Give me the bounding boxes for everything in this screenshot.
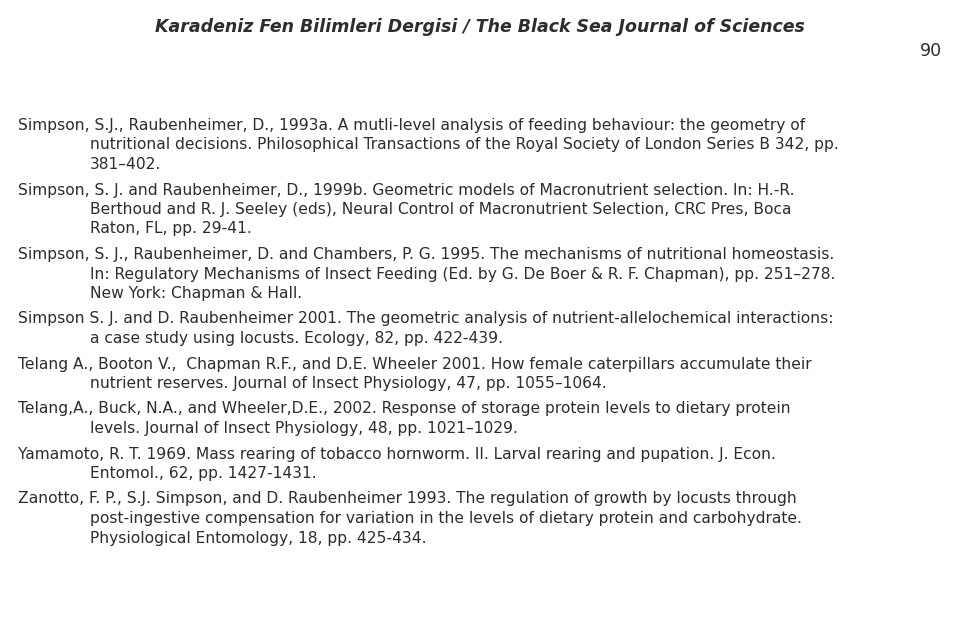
Text: nutritional decisions. Philosophical Transactions of the Royal Society of London: nutritional decisions. Philosophical Tra… <box>90 137 839 152</box>
Text: Zanotto, F. P., S.J. Simpson, and D. Raubenheimer 1993. The regulation of growth: Zanotto, F. P., S.J. Simpson, and D. Rau… <box>18 492 797 507</box>
Text: Simpson, S.J., Raubenheimer, D., 1993a. A mutli-level analysis of feeding behavi: Simpson, S.J., Raubenheimer, D., 1993a. … <box>18 118 805 133</box>
Text: 381–402.: 381–402. <box>90 157 161 172</box>
Text: Raton, FL, pp. 29-41.: Raton, FL, pp. 29-41. <box>90 222 252 236</box>
Text: Telang,A., Buck, N.A., and Wheeler,D.E., 2002. Response of storage protein level: Telang,A., Buck, N.A., and Wheeler,D.E.,… <box>18 401 791 416</box>
Text: Berthoud and R. J. Seeley (eds), Neural Control of Macronutrient Selection, CRC : Berthoud and R. J. Seeley (eds), Neural … <box>90 202 791 217</box>
Text: Yamamoto, R. T. 1969. Mass rearing of tobacco hornworm. II. Larval rearing and p: Yamamoto, R. T. 1969. Mass rearing of to… <box>18 447 776 462</box>
Text: New York: Chapman & Hall.: New York: Chapman & Hall. <box>90 286 302 301</box>
Text: a case study using locusts. Ecology, 82, pp. 422-439.: a case study using locusts. Ecology, 82,… <box>90 331 503 346</box>
Text: Telang A., Booton V.,  Chapman R.F., and D.E. Wheeler 2001. How female caterpill: Telang A., Booton V., Chapman R.F., and … <box>18 356 811 371</box>
Text: Karadeniz Fen Bilimleri Dergisi / The Black Sea Journal of Sciences: Karadeniz Fen Bilimleri Dergisi / The Bl… <box>156 18 804 36</box>
Text: post-ingestive compensation for variation in the levels of dietary protein and c: post-ingestive compensation for variatio… <box>90 511 802 526</box>
Text: nutrient reserves. Journal of Insect Physiology, 47, pp. 1055–1064.: nutrient reserves. Journal of Insect Phy… <box>90 376 607 391</box>
Text: Simpson S. J. and D. Raubenheimer 2001. The geometric analysis of nutrient-allel: Simpson S. J. and D. Raubenheimer 2001. … <box>18 311 833 326</box>
Text: Simpson, S. J., Raubenheimer, D. and Chambers, P. G. 1995. The mechanisms of nut: Simpson, S. J., Raubenheimer, D. and Cha… <box>18 247 834 262</box>
Text: Simpson, S. J. and Raubenheimer, D., 1999b. Geometric models of Macronutrient se: Simpson, S. J. and Raubenheimer, D., 199… <box>18 182 795 198</box>
Text: levels. Journal of Insect Physiology, 48, pp. 1021–1029.: levels. Journal of Insect Physiology, 48… <box>90 421 517 436</box>
Text: Physiological Entomology, 18, pp. 425-434.: Physiological Entomology, 18, pp. 425-43… <box>90 530 426 545</box>
Text: Entomol., 62, pp. 1427-1431.: Entomol., 62, pp. 1427-1431. <box>90 466 317 481</box>
Text: 90: 90 <box>920 42 942 60</box>
Text: In: Regulatory Mechanisms of Insect Feeding (Ed. by G. De Boer & R. F. Chapman),: In: Regulatory Mechanisms of Insect Feed… <box>90 266 835 281</box>
